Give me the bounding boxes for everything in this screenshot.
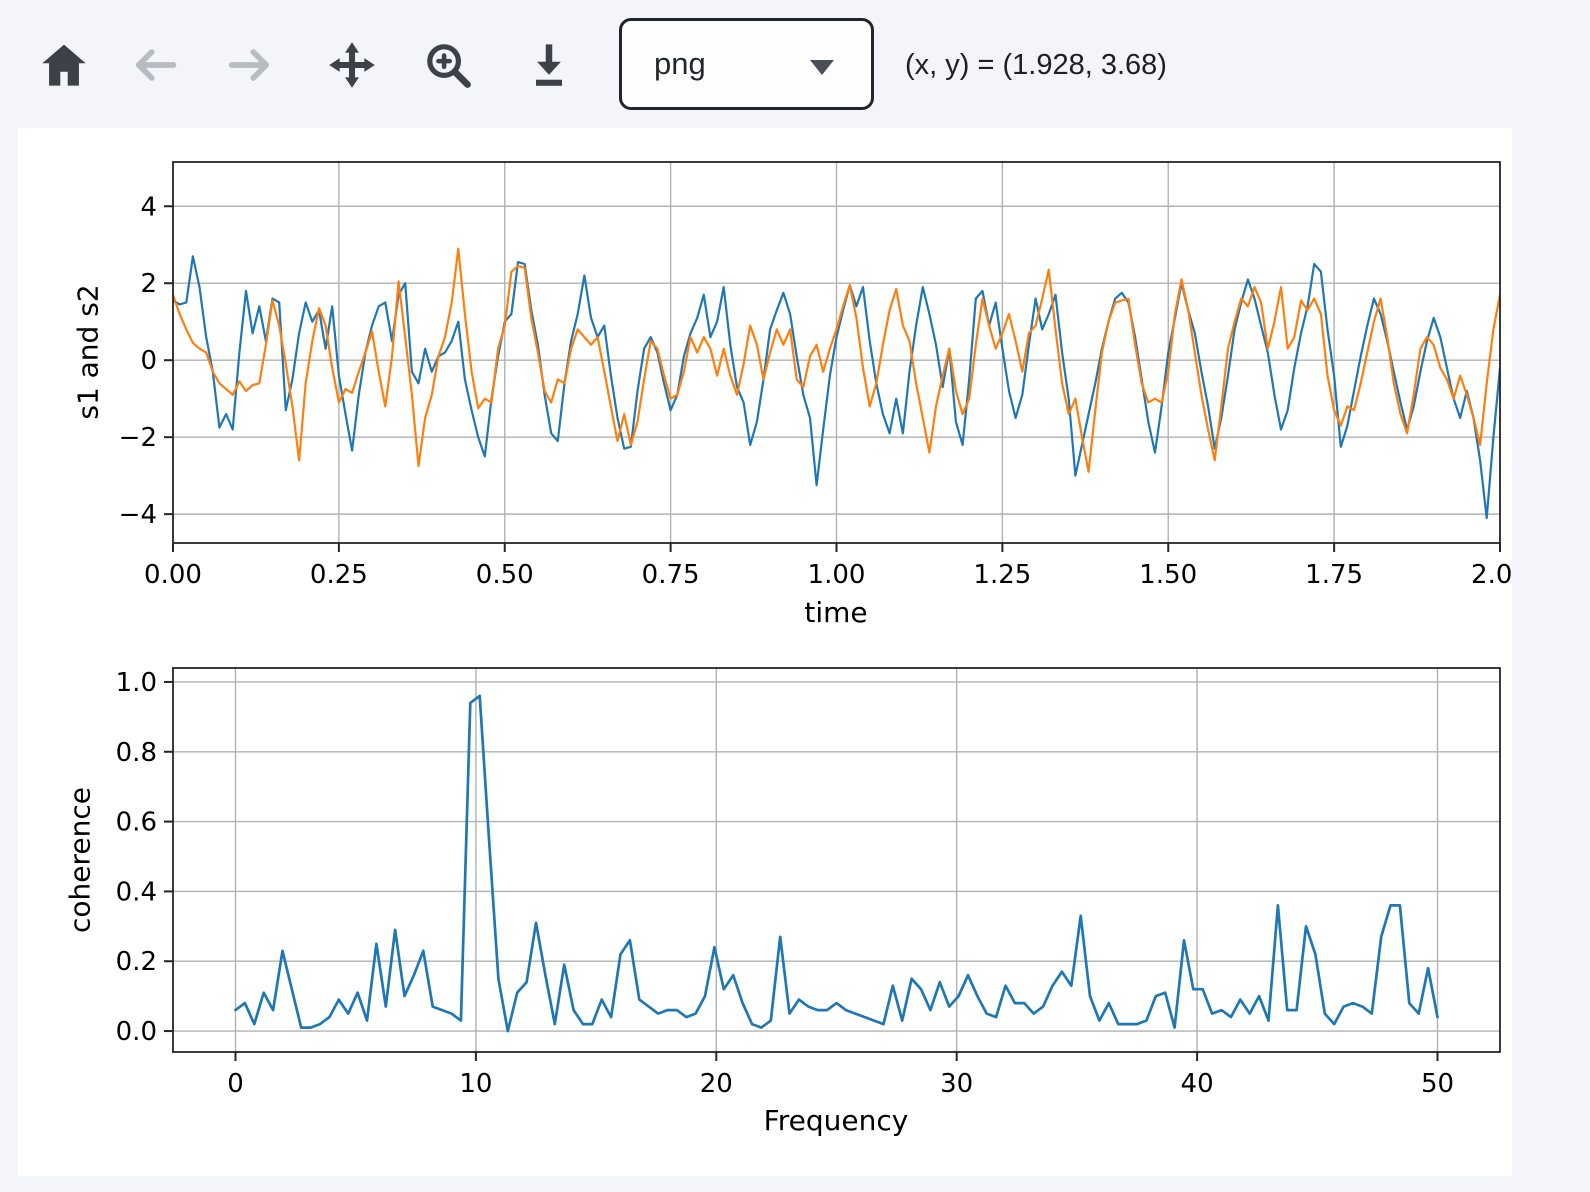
back-button[interactable] [128,38,182,92]
y-tick-label: 1.0 [116,668,157,698]
home-button[interactable] [37,38,91,92]
download-icon [536,44,562,86]
frequency-axis-label: Frequency [763,1104,909,1137]
x-tick-label: 1.50 [1139,560,1197,590]
format-select[interactable]: png [619,18,874,110]
s1-s2-axis-label: s1 and s2 [71,284,105,420]
forward-button[interactable] [223,38,277,92]
y-tick-label: 0.6 [116,808,157,838]
coherence-line [234,694,1439,1033]
x-tick-label: 0.75 [642,560,700,590]
y-tick-label: 0.4 [116,877,157,907]
chevron-down-icon [810,60,834,75]
format-select-value: png [654,46,706,81]
x-tick-label: 30 [940,1069,973,1099]
y-tick-label: 0.2 [116,947,157,977]
x-tick-label: 40 [1181,1069,1214,1099]
figure-canvas[interactable]: 0.000.250.500.751.001.251.501.752.00−4−2… [18,128,1512,1176]
y-tick-label: −4 [119,500,157,530]
x-tick-label: 0 [227,1069,244,1099]
x-tick-label: 0.00 [144,560,202,590]
time-axis-label: time [804,596,868,629]
cursor-coordinates-readout: (x, y) = (1.928, 3.68) [905,49,1167,81]
x-tick-label: 0.50 [476,560,534,590]
x-tick-label: 0.25 [310,560,368,590]
pan-icon [329,42,375,88]
x-tick-label: 50 [1421,1069,1454,1099]
y-tick-label: 0 [140,346,157,376]
back-arrow-icon [135,49,177,81]
y-tick-label: 4 [140,192,157,222]
zoom-in-icon [427,44,471,88]
x-tick-label: 1.00 [808,560,866,590]
y-tick-label: 0.8 [116,738,157,768]
download-button[interactable] [522,38,576,92]
coherence-axis-label: coherence [63,787,97,933]
charts-svg[interactable]: 0.000.250.500.751.001.251.501.752.00−4−2… [18,128,1512,1176]
x-tick-label: 1.75 [1305,560,1363,590]
home-icon [42,44,86,86]
x-tick-label: 1.25 [973,560,1031,590]
pan-button[interactable] [325,38,379,92]
y-tick-label: −2 [119,423,157,453]
x-tick-label: 2.00 [1471,560,1512,590]
y-tick-label: 0.0 [116,1017,157,1047]
x-tick-label: 20 [700,1069,733,1099]
y-tick-label: 2 [140,269,157,299]
x-tick-label: 10 [459,1069,492,1099]
toolbar: png (x, y) = (1.928, 3.68) [0,0,1590,128]
axes-spines [172,667,1501,1053]
forward-arrow-icon [228,49,270,81]
zoom-button[interactable] [421,38,475,92]
s2-line [173,247,1500,473]
